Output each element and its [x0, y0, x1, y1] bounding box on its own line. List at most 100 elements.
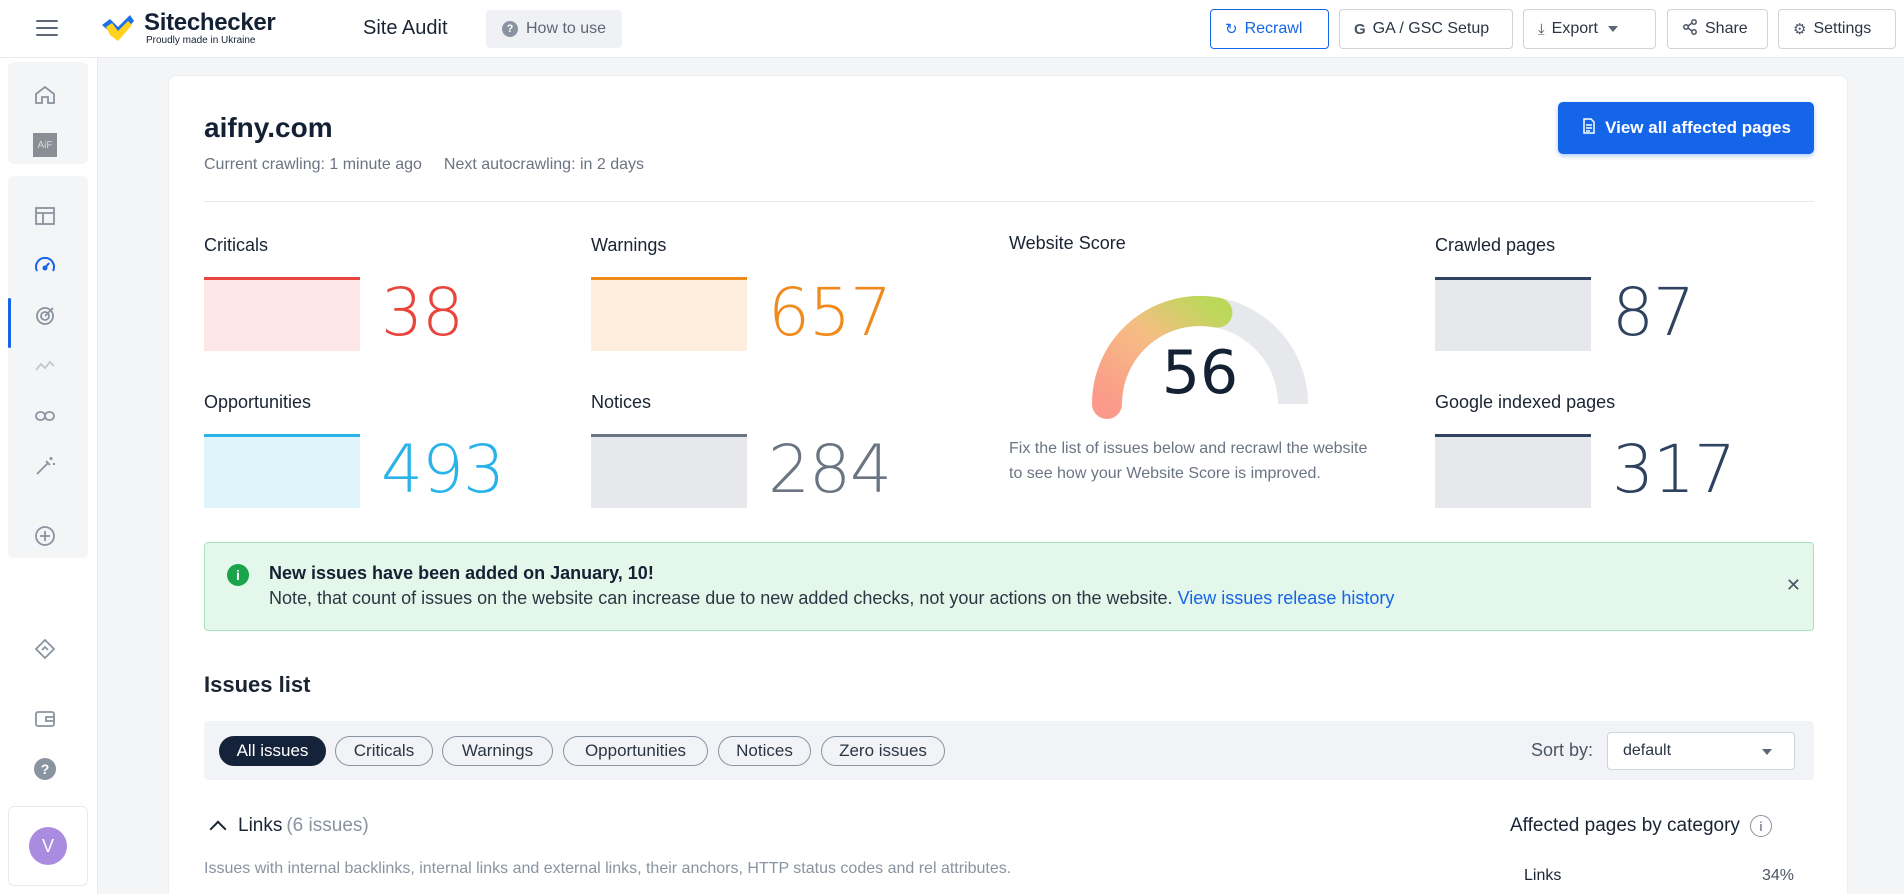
sort-select[interactable]: default	[1607, 732, 1795, 770]
crawled-pages-label: Crawled pages	[1435, 235, 1556, 255]
export-button[interactable]: ⤓ Export	[1523, 9, 1656, 49]
warnings-value[interactable]: 657	[768, 274, 892, 351]
google-indexed-value: 317	[1612, 431, 1736, 508]
affected-row-value: 34%	[1762, 867, 1795, 884]
crawled-pages-value: 87	[1612, 274, 1695, 351]
avatar[interactable]: V	[29, 827, 67, 865]
document-icon	[1581, 117, 1597, 139]
sidebar-group-tools	[8, 176, 88, 558]
export-label: Export	[1551, 20, 1598, 37]
warnings-label[interactable]: Warnings	[591, 235, 667, 255]
how-to-use-button[interactable]: ? How to use	[486, 10, 623, 48]
criticals-box[interactable]	[204, 277, 360, 351]
warnings-box[interactable]	[591, 277, 747, 351]
category-count: (6 issues)	[286, 815, 369, 836]
share-button[interactable]: Share	[1667, 9, 1768, 49]
logo-tagline: Proudly made in Ukraine	[146, 34, 256, 46]
logo-mark-icon	[100, 13, 136, 43]
close-icon[interactable]: ✕	[1785, 575, 1801, 595]
billing-icon[interactable]	[30, 704, 60, 734]
website-score-note: Fix the list of issues below and recrawl…	[1009, 440, 1368, 482]
website-score-gauge	[1092, 295, 1308, 419]
alert-title: New issues have been added on January, 1…	[269, 563, 654, 583]
opportunities-label[interactable]: Opportunities	[204, 392, 312, 412]
question-icon: ?	[502, 21, 518, 37]
info-icon: i	[227, 564, 249, 586]
logo[interactable]: Sitechecker Proudly made in Ukraine	[100, 8, 276, 46]
share-label: Share	[1705, 20, 1748, 37]
analytics-icon[interactable]	[30, 351, 60, 381]
website-score-label: Website Score	[1009, 233, 1126, 253]
dashboard-icon[interactable]	[30, 201, 60, 231]
gauge-fill	[1092, 295, 1233, 419]
refresh-icon: ↻	[1225, 21, 1238, 38]
settings-label: Settings	[1813, 20, 1872, 37]
chevron-down-icon	[1607, 26, 1618, 32]
sort-label: Sort by:	[1531, 740, 1594, 760]
google-icon: G	[1354, 20, 1366, 38]
ga-gsc-setup-button[interactable]: G GA / GSC Setup	[1339, 9, 1513, 49]
sort-value: default	[1623, 742, 1672, 759]
issues-list-title: Issues list	[204, 672, 311, 697]
site-audit-icon[interactable]	[30, 251, 60, 281]
issues-filter-bar: All issues Criticals Warnings Opportunit…	[204, 721, 1814, 780]
share-icon	[1682, 19, 1698, 39]
google-indexed-label: Google indexed pages	[1435, 392, 1616, 412]
notices-value[interactable]: 284	[768, 431, 892, 508]
google-indexed-box	[1435, 434, 1591, 508]
gear-icon: ⚙	[1793, 21, 1807, 38]
current-crawling: Current crawling: 1 minute ago	[204, 156, 422, 173]
crawl-info: Current crawling: 1 minute ago Next autoc…	[204, 156, 644, 174]
user-menu[interactable]: V	[8, 806, 88, 886]
rank-tracker-icon[interactable]	[30, 301, 60, 331]
info-icon[interactable]: i	[1749, 815, 1772, 837]
criticals-label[interactable]: Criticals	[204, 235, 269, 255]
affected-title: Affected pages by category	[1510, 815, 1740, 836]
criticals-value[interactable]: 38	[381, 274, 464, 351]
menu-icon[interactable]	[36, 20, 58, 36]
filter-zero-issues[interactable]: Zero issues	[821, 736, 945, 766]
notices-box[interactable]	[591, 434, 747, 508]
affected-by-category-title: Affected pages by category i	[1510, 815, 1772, 837]
links-category-toggle[interactable]: Links (6 issues)	[204, 815, 369, 838]
filter-warnings[interactable]: Warnings	[442, 736, 553, 766]
logo-name: Sitechecker	[144, 8, 276, 36]
filter-all-issues[interactable]: All issues	[219, 736, 326, 766]
how-to-use-label: How to use	[526, 20, 607, 37]
magic-tools-icon[interactable]	[30, 451, 60, 481]
sidebar-active-indicator	[8, 298, 11, 348]
view-all-affected-pages-button[interactable]: View all affected pages	[1558, 102, 1814, 154]
opportunities-box[interactable]	[204, 434, 360, 508]
settings-button[interactable]: ⚙ Settings	[1778, 9, 1896, 49]
chevron-up-icon	[209, 820, 227, 838]
project-thumbnail[interactable]: AiF	[30, 130, 60, 160]
filter-notices[interactable]: Notices	[718, 736, 811, 766]
top-bar: Sitechecker Proudly made in Ukraine Site…	[0, 0, 1904, 58]
divider	[204, 201, 1814, 202]
site-overview-card: aifny.com Current crawling: 1 minute ago…	[168, 75, 1848, 894]
domain-title: aifny.com	[204, 112, 333, 143]
category-description: Issues with internal backlinks, internal…	[204, 860, 1012, 877]
next-autocrawling: Next autocrawling: in 2 days	[443, 156, 644, 173]
category-name: Links	[238, 815, 283, 836]
new-issues-alert: i New issues have been added on January,…	[204, 542, 1814, 631]
release-history-link[interactable]: View issues release history	[1177, 588, 1395, 608]
sidebar: AiF ? V	[0, 58, 98, 894]
recrawl-button[interactable]: ↻ Recrawl	[1210, 9, 1329, 49]
filter-opportunities[interactable]: Opportunities	[563, 736, 708, 766]
links-icon[interactable]	[30, 401, 60, 431]
filter-criticals[interactable]: Criticals	[335, 736, 433, 766]
notices-label[interactable]: Notices	[591, 392, 652, 412]
add-project-icon[interactable]	[30, 521, 60, 551]
download-icon: ⤓	[1538, 20, 1545, 38]
website-score-value: 56	[1161, 338, 1239, 408]
opportunities-value[interactable]: 493	[381, 431, 505, 508]
home-icon[interactable]	[30, 80, 60, 110]
alert-text: Note, that count of issues on the websit…	[269, 588, 1173, 608]
affected-row-label: Links	[1524, 867, 1562, 884]
integrations-icon[interactable]	[30, 634, 60, 664]
ga-gsc-label: GA / GSC Setup	[1372, 20, 1490, 37]
crawled-pages-box	[1435, 277, 1591, 351]
alert-body: Note, that count of issues on the websit…	[269, 588, 1394, 609]
help-icon[interactable]: ?	[30, 754, 60, 784]
